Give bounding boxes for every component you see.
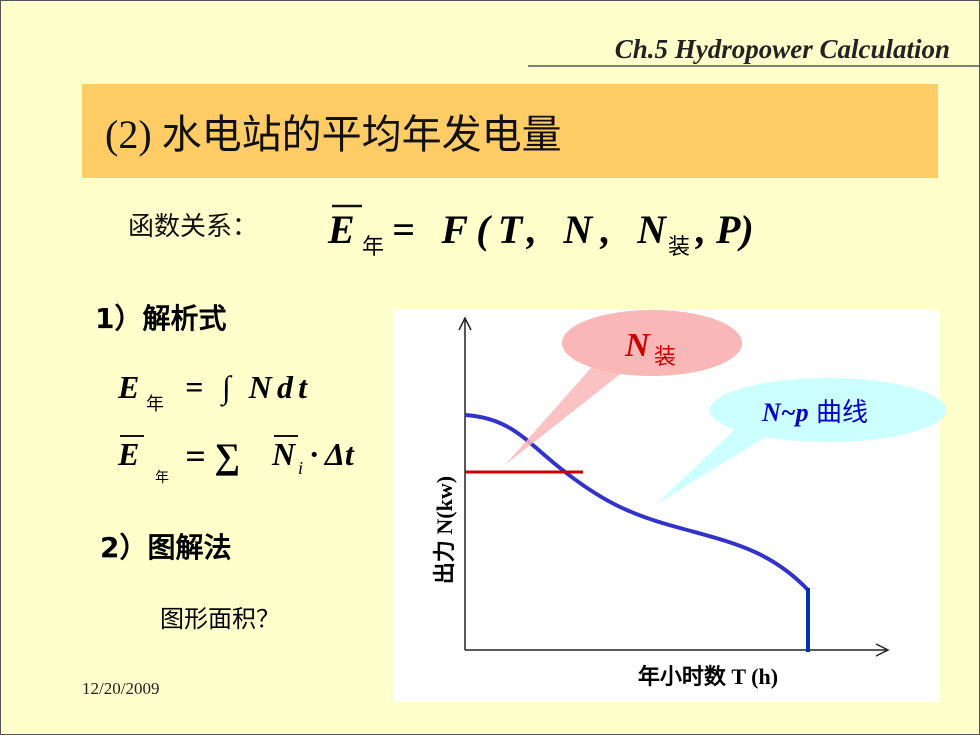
formula-sub: 年	[362, 235, 384, 260]
formula-op: = ∑	[185, 436, 240, 476]
n-p-curve	[464, 413, 810, 592]
formula-tail: · Δt	[310, 436, 355, 472]
formula-symbol: E	[117, 369, 139, 405]
formula-sub: 年	[155, 470, 169, 486]
callout-symbol: N~p	[761, 398, 809, 427]
date: 12/20/2009	[82, 679, 159, 698]
x-axis-label: 年小时数 T (h)	[638, 664, 778, 689]
formula-sub: 装	[668, 235, 690, 260]
formula-sub: i	[298, 458, 303, 478]
analytic-heading: 1）解析式	[95, 302, 226, 335]
formula-tail: , P)	[695, 207, 754, 252]
callout-bubble	[710, 378, 946, 442]
formula-sub: 年	[146, 394, 164, 415]
section-header: Ch.5 Hydropower Calculation	[615, 34, 950, 64]
callout-symbol: N	[624, 327, 651, 364]
arrow	[458, 316, 472, 331]
formula-symbol: E	[327, 207, 355, 252]
title-band	[82, 84, 938, 178]
callout-pointer	[655, 420, 780, 505]
graphical-question: 图形面积？	[160, 605, 280, 633]
formula-symbol: E	[117, 436, 139, 472]
slide-title: (2) 水电站的平均年发电量	[105, 112, 562, 157]
callout-pointer	[505, 360, 628, 465]
y-axis-label: 出力 N(kw)	[432, 476, 457, 584]
relation-label: 函数关系：	[128, 212, 258, 242]
graphical-heading: 2）图解法	[100, 531, 231, 564]
callout-sub: 装	[654, 345, 676, 370]
callout-bubble	[562, 310, 742, 376]
arrow	[875, 643, 890, 657]
formula-term: N	[271, 436, 297, 472]
callout-text: 曲线	[816, 398, 868, 428]
diagram: N 装 N~p 曲线 出力 N(kw) 年小时数 T (h)	[393, 310, 946, 702]
